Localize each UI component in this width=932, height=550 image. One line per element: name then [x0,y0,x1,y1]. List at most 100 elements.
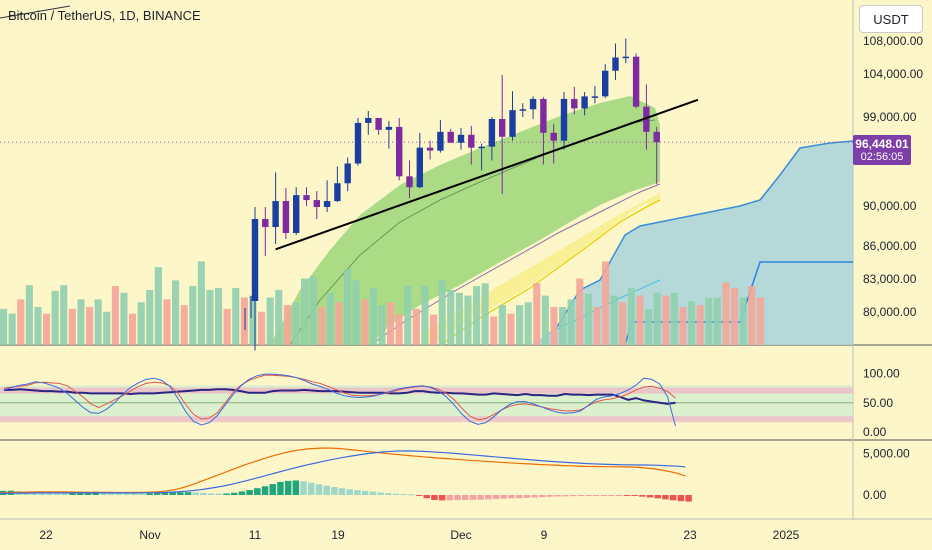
volume-bar [748,286,756,345]
trendline [275,98,699,251]
volume-bar [688,301,696,345]
macd-histogram-bar [338,488,346,495]
volume-bar [412,308,420,345]
macd-histogram-bar [385,493,392,495]
volume-bar [60,285,68,345]
macd-histogram-bar [284,480,292,495]
volume-bar [602,261,610,345]
candle [344,163,351,184]
volume-bar [653,292,661,345]
volume-bar [232,288,240,345]
volume-bar [756,297,764,345]
macd-histogram-bar [377,492,384,495]
macd-histogram-bar [46,492,53,495]
candle [426,147,434,151]
macd-histogram-bar [361,490,369,495]
rsi-series-line [3,374,676,421]
volume-bar [34,307,42,345]
macd-histogram-bar [323,485,330,495]
macd-histogram-bar [123,493,130,495]
price-tick-label: 80,000.00 [863,305,917,319]
macd-histogram-bar [161,492,169,495]
volume-bar [223,308,231,345]
volume-bar [344,269,352,345]
volume-bar [481,283,489,345]
currency-button[interactable]: USDT [859,5,923,33]
ichimoku-cloud [530,141,853,345]
volume-bar [309,276,317,345]
macd-histogram-bar [61,493,69,495]
volume-bar [43,313,51,345]
macd-histogram-bar [38,492,45,495]
macd-histogram-bar [192,492,199,495]
volume-bar [430,314,438,345]
price-tick-label: 104,000.00 [863,67,923,81]
macd-histogram-bar [308,482,315,495]
volume-bar [438,280,446,345]
rsi-tick-label: 0.00 [863,425,887,439]
volume-bar [421,286,429,345]
candle [602,70,609,97]
rsi-lower-band [0,416,853,423]
candle [468,134,475,148]
macd-tick-label: 5,000.00 [863,447,910,461]
rsi-series-line [3,373,676,427]
macd-tick-label: 0.00 [863,488,887,502]
macd-histogram-bar [231,492,238,495]
volume-bar [266,297,274,345]
macd-histogram-bar [223,493,230,495]
price-tick-label: 83,000.00 [863,272,917,286]
macd-histogram-bar [631,495,638,496]
rsi-upper-band [0,387,853,394]
candle [622,56,629,59]
candle [643,106,650,132]
volume-bar [490,316,498,345]
macd-histogram-bar [184,492,192,495]
macd-histogram-bar [616,495,623,496]
current-price: 96,448.01 [855,137,909,151]
macd-histogram-bar [408,494,415,496]
macd-histogram-bar [462,495,469,500]
macd-histogram-bar [508,495,515,499]
time-tick-label: Dec [450,528,471,542]
candle [375,117,382,130]
volume-bar [722,282,730,345]
volume-bar [180,305,188,345]
candle [293,195,300,233]
volume-bar [619,302,627,345]
macd-histogram-bar [523,495,531,498]
macd-histogram-bar [238,491,246,495]
candle [396,126,403,177]
volume-bar [240,297,248,345]
volume-bar [326,292,334,345]
time-tick-label: 9 [541,528,548,542]
candle [354,122,362,164]
volume-bar [318,307,326,345]
volume-bar [68,308,76,345]
macd-histogram-bar [600,495,608,496]
candle [457,134,465,143]
candle [519,109,526,111]
macd-histogram-bar [331,487,338,495]
drawn-line [0,5,71,19]
volume-bar [206,289,214,345]
candle [581,96,588,109]
volume-bar [283,305,291,345]
candle [282,201,290,233]
macd-line [0,447,686,494]
macd-histogram-bar [53,492,61,495]
candle [406,176,413,188]
macd-histogram-bar [254,488,261,495]
bollinger-band [270,96,660,345]
macd-histogram-bar [562,495,569,497]
macd-histogram-bar [415,495,423,496]
macd-histogram-bar [369,491,377,495]
volume-bar [576,278,584,345]
macd-histogram-bar [261,486,269,495]
bar-countdown: 02:56:05 [860,151,904,163]
macd-histogram-bar [354,490,361,495]
volume-bar [369,288,377,345]
volume-bar [352,280,360,345]
macd-histogram-bar [146,493,153,495]
